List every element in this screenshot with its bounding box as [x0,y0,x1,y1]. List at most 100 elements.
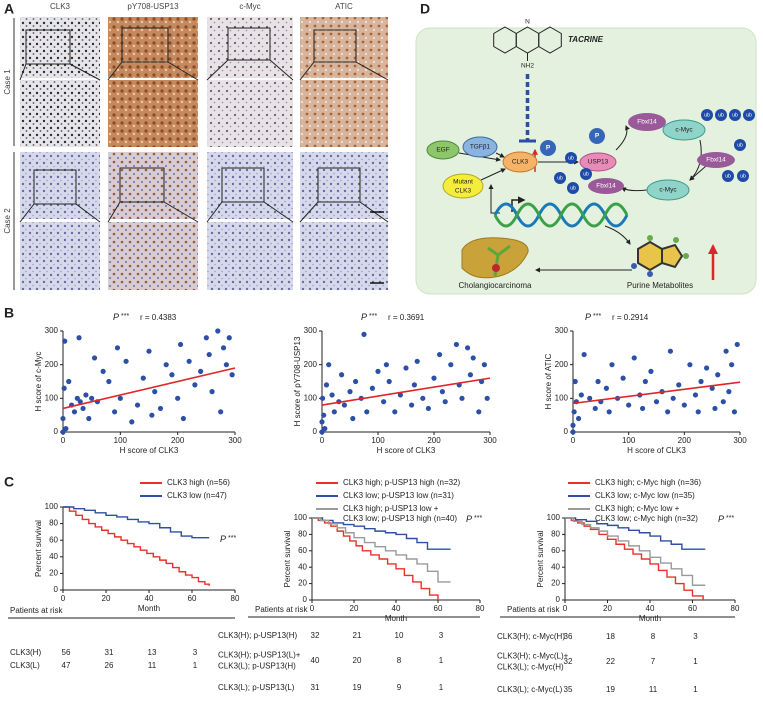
y-axis-label: Percent survival [34,520,43,577]
risk-label: CLK3(H); c-Myc(L)+ [497,652,569,661]
legend-label: CLK3 high (n=56) [167,478,230,487]
point [414,358,420,364]
x-axis-label: Month [385,614,407,623]
point [484,395,490,401]
ihc-image [108,152,198,219]
risk-count: 31 [105,648,114,657]
point [326,362,332,368]
risk-title: Patients at risk [255,605,308,614]
point [341,402,347,408]
x-tick-label: 60 [688,604,697,613]
point [347,389,353,395]
zoom-boxes [19,27,389,223]
point [712,405,718,412]
risk-count: 20 [353,656,362,665]
point [61,385,67,391]
x-tick-label: 200 [678,436,692,445]
risk-count: 32 [311,631,320,640]
point [670,395,676,401]
x-tick-label: 80 [231,594,240,603]
legend-label: CLK3 high; c-Myc low + [595,504,680,513]
point [734,341,740,348]
panel-label: B [4,305,14,321]
point [218,409,224,415]
node [646,179,690,201]
p-symbol: P [718,514,724,524]
x-tick-label: 40 [646,604,655,613]
risk-count: 3 [693,632,698,641]
fit-line [321,377,491,406]
column-header: ATIC [335,2,353,11]
point [465,345,471,351]
x-tick-label: 80 [476,604,485,613]
point [169,372,175,378]
risk-count: 1 [439,683,444,692]
x-tick-label: 20 [603,604,612,613]
node-label: Fbxl14 [637,119,657,126]
p-stars: *** [228,535,236,542]
node-label: Fbxl14 [706,157,726,164]
y-tick-label: 100 [45,393,59,402]
row-label: Case 1 [3,69,12,95]
x-tick-label: 0 [563,604,568,613]
risk-count: 8 [397,656,402,665]
point [76,335,82,341]
point [175,395,181,401]
x-tick-label: 200 [171,436,185,445]
ihc-image [207,80,293,147]
risk-count: 21 [353,631,362,640]
risk-count: 19 [353,683,362,692]
point [339,372,345,378]
p-symbol: P [113,312,119,322]
node-label: P [595,133,600,140]
panel-label: C [4,474,14,490]
point [369,385,375,391]
risk-label: CLK3(H); p-USP13(L)+ [218,651,301,660]
risk-count: 13 [148,648,157,657]
y-tick-label: 60 [49,535,58,544]
ihc-image [20,152,100,219]
x-tick-label: 0 [571,436,576,445]
fit-line [572,381,741,405]
point [206,351,212,358]
point [609,362,615,368]
point [215,328,221,334]
point [667,348,674,354]
ub-label: ub [570,185,576,191]
y-tick-label: 300 [45,326,59,335]
risk-count: 18 [606,632,615,641]
risk-title: Patients at risk [507,605,560,614]
y-tick-label: 40 [49,552,58,561]
survival-curve [63,506,210,586]
ub-label: ub [740,173,746,179]
risk-count: 10 [395,631,404,640]
node-label: CLK3 [512,159,529,166]
risk-label: CLK3(L); c-Myc(L) [497,685,563,694]
risk-title: Patients at risk [10,606,63,615]
node-label: Mutant [453,179,473,186]
y-tick-label: 0 [313,427,318,436]
risk-count: 56 [62,648,71,657]
point [350,415,356,422]
liver [461,237,529,279]
ub-label: ub [737,142,743,148]
x-axis-label: H score of CLK3 [120,446,179,455]
ub-label: ub [704,112,710,118]
point [420,395,426,401]
legend-label: CLK3 low (n=47) [167,491,227,500]
x-tick-label: 200 [427,436,441,445]
point [409,402,415,408]
node-label: USP13 [588,159,609,166]
ubiquitin [554,109,755,194]
point [467,372,473,378]
point [80,405,86,412]
point [157,405,164,412]
x-tick-label: 80 [731,604,740,613]
x-tick-label: 100 [622,436,636,445]
point [203,335,209,341]
risk-count: 47 [62,661,71,670]
purine [637,240,684,272]
point [397,392,403,398]
point [223,362,229,368]
